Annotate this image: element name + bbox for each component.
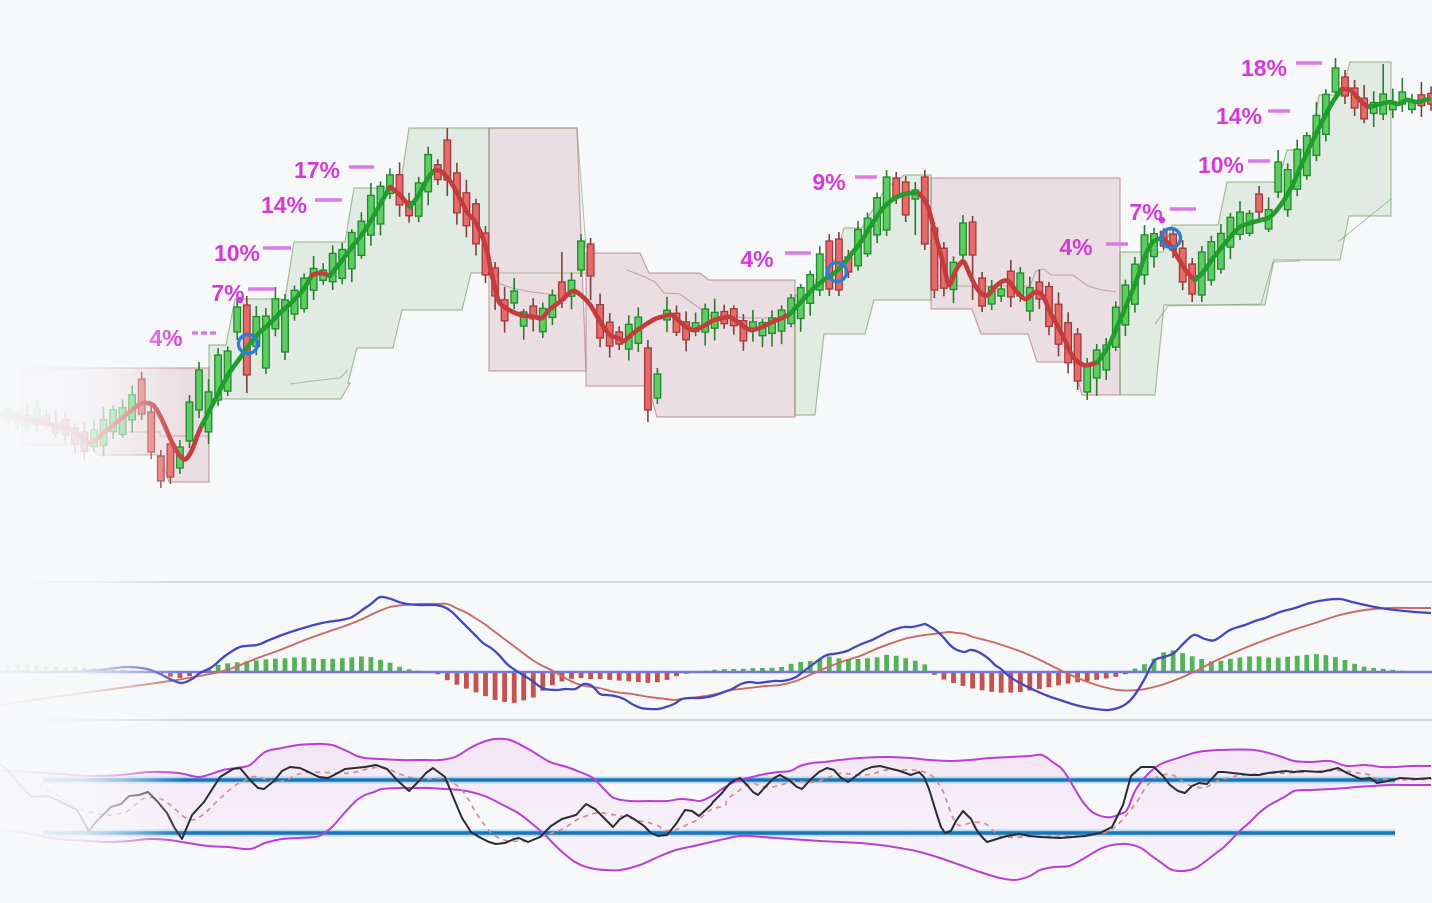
svg-text:4%: 4%: [740, 246, 773, 272]
svg-text:7%: 7%: [1129, 199, 1162, 225]
svg-text:10%: 10%: [214, 240, 260, 266]
svg-text:18%: 18%: [1241, 55, 1287, 81]
svg-text:14%: 14%: [261, 192, 307, 218]
svg-text:17%: 17%: [294, 157, 340, 183]
svg-text:14%: 14%: [1216, 103, 1262, 129]
svg-text:10%: 10%: [1198, 152, 1244, 178]
svg-text:4%: 4%: [1059, 234, 1092, 260]
svg-text:9%: 9%: [812, 169, 845, 195]
